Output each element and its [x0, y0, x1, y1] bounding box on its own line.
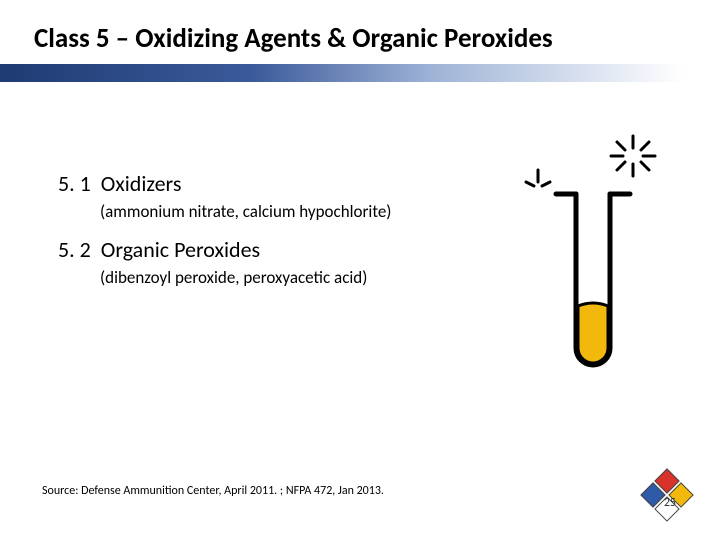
nfpa-diamond-icon [642, 470, 692, 520]
item-title-2: Organic Peroxides [101, 236, 260, 263]
title-underline-band [0, 64, 720, 82]
item-heading-2: 5. 2 Organic Peroxides [58, 236, 391, 263]
sparkle-small-icon [526, 170, 550, 186]
item-examples-1: (ammonium nitrate, calcium hypochlorite) [100, 201, 391, 222]
page-number: 25 [664, 496, 676, 510]
test-tube-liquid [578, 303, 608, 363]
content-list: 5. 1 Oxidizers (ammonium nitrate, calciu… [58, 170, 391, 302]
source-citation: Source: Defense Ammunition Center, April… [42, 484, 384, 498]
slide-title: Class 5 – Oxidizing Agents & Organic Per… [34, 22, 553, 55]
item-number-1: 5. 1 [58, 170, 91, 197]
sparkle-icon [611, 136, 655, 176]
item-examples-2: (dibenzoyl peroxide, peroxyacetic acid) [100, 267, 391, 288]
item-number-2: 5. 2 [58, 236, 91, 263]
test-tube-illustration [498, 130, 678, 390]
item-title-1: Oxidizers [101, 170, 182, 197]
item-heading-1: 5. 1 Oxidizers [58, 170, 391, 197]
